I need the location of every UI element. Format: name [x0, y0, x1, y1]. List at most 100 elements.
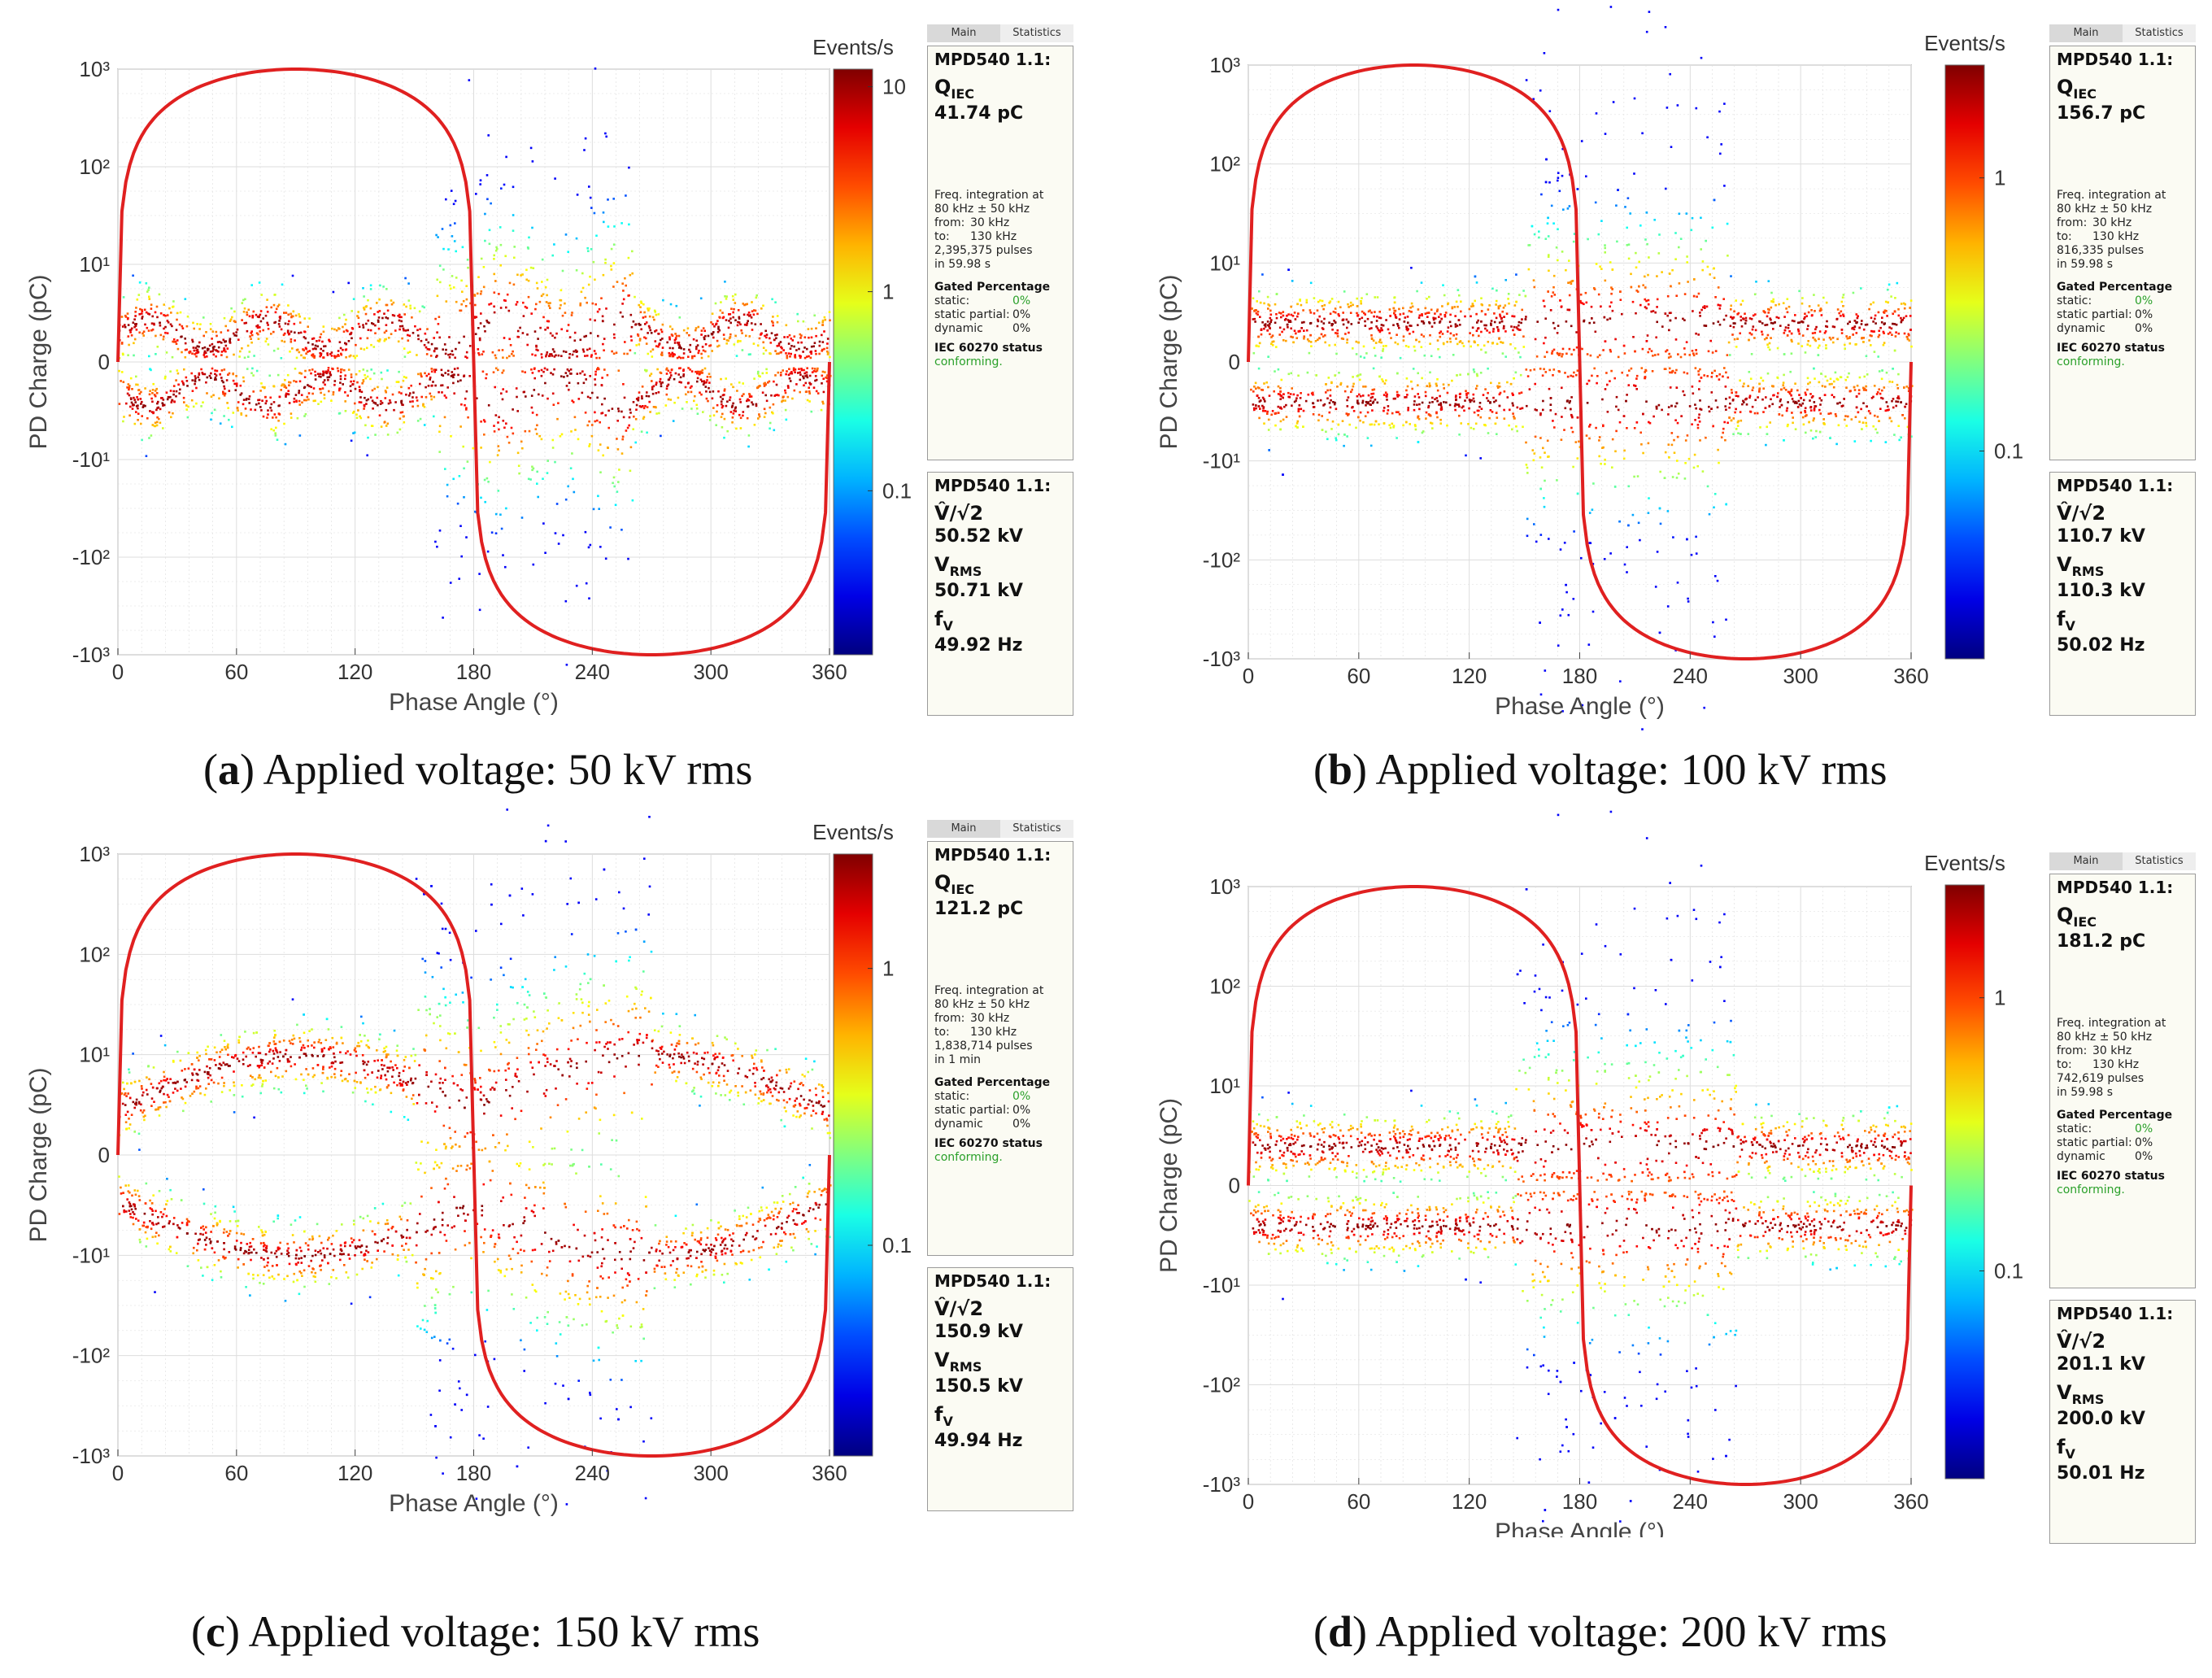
pd-point	[162, 338, 165, 341]
pd-point	[747, 398, 749, 401]
pd-point	[771, 320, 773, 323]
pd-point	[259, 390, 262, 392]
pd-point	[1772, 385, 1774, 388]
pd-point	[1279, 420, 1282, 423]
pd-point	[359, 337, 362, 340]
pd-point	[1809, 406, 1812, 409]
pd-point	[745, 334, 747, 338]
pd-point	[1413, 424, 1417, 426]
pd-point	[164, 331, 167, 334]
pd-point	[1499, 391, 1502, 394]
pd-point	[122, 296, 125, 299]
pd-point	[1865, 385, 1867, 388]
pd-point	[1548, 538, 1550, 540]
pd-point	[355, 373, 358, 376]
pd-point	[483, 421, 486, 423]
pd-point	[1325, 430, 1327, 434]
pd-point	[479, 322, 482, 325]
pd-point	[1671, 268, 1674, 272]
pd-point	[1263, 382, 1265, 385]
pd-point	[195, 386, 198, 390]
pd-point	[564, 372, 568, 374]
pd-point	[322, 372, 325, 374]
pd-point	[268, 374, 271, 377]
pd-point	[793, 335, 796, 338]
pd-point	[262, 415, 265, 418]
pd-point	[1355, 340, 1358, 343]
pd-point	[1357, 321, 1360, 324]
pd-point	[1552, 291, 1555, 294]
pd-point	[223, 415, 225, 417]
pd-point	[644, 323, 647, 325]
tab-statistics[interactable]: Statistics	[1000, 24, 1073, 42]
pd-point	[515, 387, 518, 390]
pd-point	[308, 350, 311, 352]
pd-point	[799, 337, 802, 339]
pd-point	[363, 348, 366, 351]
pd-point	[711, 312, 714, 315]
pd-point	[729, 313, 732, 316]
pd-point	[1527, 244, 1530, 246]
pd-point	[529, 478, 532, 481]
pd-point	[438, 430, 441, 434]
pd-point	[1635, 312, 1637, 315]
pd-point	[1528, 388, 1531, 390]
pd-point	[429, 355, 433, 357]
pd-point	[1405, 325, 1409, 329]
pd-point	[685, 393, 687, 396]
pd-point	[257, 399, 259, 402]
pd-point	[1797, 328, 1800, 331]
tab-main[interactable]: Main	[927, 24, 1000, 42]
pd-point	[530, 312, 533, 315]
pd-point	[1822, 418, 1825, 421]
pd-point	[274, 311, 277, 314]
pd-point	[381, 377, 383, 381]
pd-point	[1870, 316, 1873, 320]
pd-point	[500, 187, 503, 190]
pd-point	[794, 354, 796, 356]
pd-point	[211, 342, 214, 346]
pd-point	[1396, 323, 1399, 325]
pd-point	[1590, 305, 1593, 308]
pd-point	[696, 377, 699, 380]
pd-point	[594, 420, 596, 423]
pd-point	[304, 369, 307, 373]
pd-point	[303, 399, 306, 402]
pd-point	[150, 303, 153, 306]
pd-point	[823, 316, 826, 319]
pd-point	[359, 390, 361, 393]
pd-point	[130, 401, 133, 404]
pd-point	[266, 321, 268, 325]
pd-point	[383, 331, 386, 334]
pd-point	[1270, 342, 1273, 346]
pd-point	[1679, 355, 1683, 359]
pd-point	[425, 374, 429, 377]
pd-point	[356, 381, 359, 384]
pd-point	[202, 334, 205, 338]
pd-point	[1480, 303, 1483, 306]
pd-point	[210, 395, 213, 398]
pd-point	[1595, 426, 1597, 429]
pd-point	[528, 236, 530, 239]
pd-point	[403, 313, 406, 316]
pd-point	[250, 284, 253, 286]
pd-point	[1289, 320, 1292, 323]
pd-point	[1725, 408, 1727, 411]
pd-point	[159, 333, 163, 337]
pd-point	[803, 368, 805, 372]
pd-point	[498, 449, 500, 452]
pd-point	[366, 375, 369, 378]
pd-point	[1710, 391, 1713, 394]
pd-point	[647, 325, 651, 328]
pd-point	[1274, 370, 1276, 373]
pd-point	[588, 597, 590, 599]
pd-point	[1539, 413, 1542, 416]
pd-point	[1586, 402, 1589, 404]
pd-point	[1378, 341, 1381, 343]
pd-point	[1533, 285, 1536, 289]
pd-point	[1538, 236, 1540, 239]
pd-point	[724, 295, 726, 298]
pd-point	[596, 396, 599, 399]
pd-point	[434, 384, 437, 387]
pd-point	[495, 246, 498, 249]
